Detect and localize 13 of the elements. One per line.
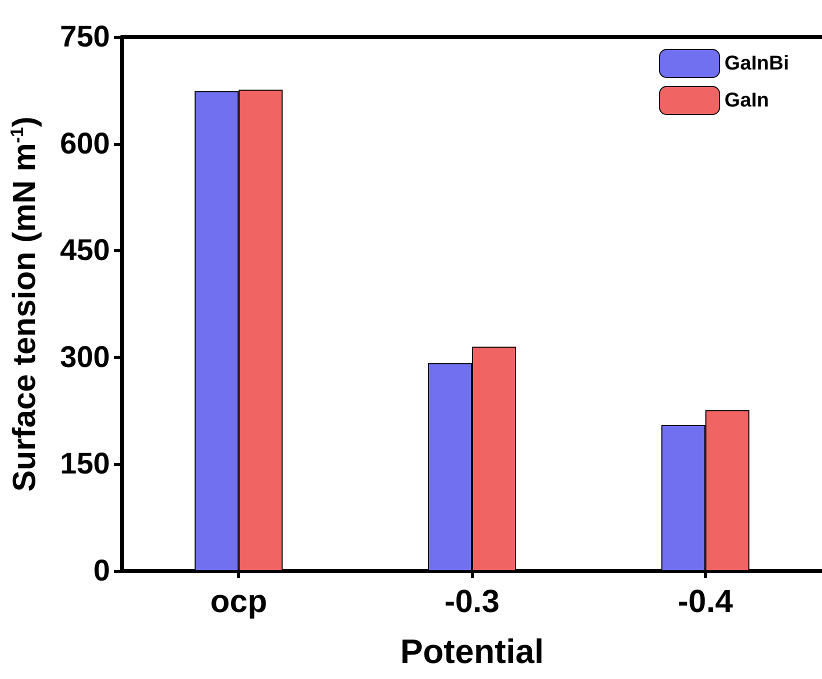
y-tick-label: 0 [93,554,110,588]
y-tick-label: 300 [60,340,110,374]
y-tick-label: 750 [60,20,110,54]
y-tick-label: 600 [60,127,110,160]
legend-label: GaInBi [724,52,789,74]
y-axis-title: Surface tension (mN m-1) [6,116,42,492]
x-axis-title: Potential [400,633,544,671]
y-tick-label: 450 [60,234,110,268]
y-tick-label: 150 [60,448,110,481]
x-tick-label: -0.4 [678,583,734,619]
x-tick-label: ocp [210,583,268,619]
x-tick-label: -0.3 [444,583,500,619]
legend-label: GaIn [724,90,769,112]
